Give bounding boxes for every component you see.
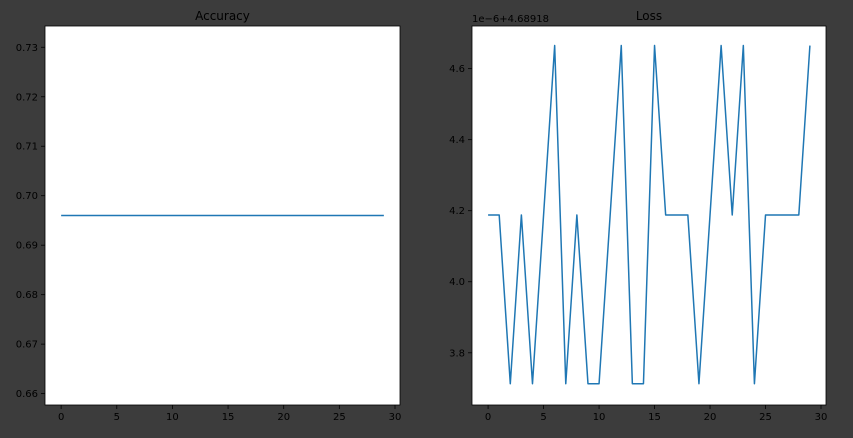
y-tick-label: 3.8 (449, 348, 465, 359)
x-tick-label: 10 (593, 412, 606, 423)
y-tick-label: 0.70 (16, 191, 38, 202)
y-offset-label: 1e−6+4.68918 (472, 14, 549, 25)
y-tick-label: 0.73 (16, 43, 38, 54)
series-line (488, 44, 811, 385)
x-tick-label: 5 (540, 412, 546, 423)
x-tick-label: 0 (58, 412, 64, 423)
y-tick-label: 0.69 (16, 241, 38, 252)
y-tick-label: 4.0 (449, 277, 465, 288)
x-tick-label: 20 (704, 412, 717, 423)
x-tick-label: 25 (333, 412, 346, 423)
y-tick-label: 0.66 (16, 389, 38, 400)
axes-frame (471, 25, 827, 406)
y-tick-label: 4.2 (449, 206, 465, 217)
x-tick-label: 15 (648, 412, 661, 423)
chart-0: Accuracy 0 5 10 15 20 25 30 0.66 0.67 0.68 0.69 0.70… (16, 9, 402, 423)
y-tick-label: 4.6 (449, 64, 465, 75)
x-tick-label: 15 (222, 412, 235, 423)
x-tick-label: 25 (759, 412, 772, 423)
axes-frame (44, 25, 401, 406)
x-tick-label: 5 (114, 412, 120, 423)
x-tick-label: 30 (815, 412, 828, 423)
y-tick-label: 0.72 (16, 92, 38, 103)
y-tick-label: 0.68 (16, 290, 38, 301)
chart-title: Loss (636, 9, 662, 23)
x-tick-label: 0 (485, 412, 491, 423)
x-tick-label: 10 (166, 412, 179, 423)
y-tick-label: 0.67 (16, 340, 38, 351)
y-tick-label: 0.71 (16, 142, 38, 153)
y-tick-label: 4.4 (449, 135, 465, 146)
x-tick-label: 30 (389, 412, 402, 423)
x-tick-label: 20 (277, 412, 290, 423)
chart-1: Loss 0 5 10 15 20 25 30 3.8 4.0 4.2 4.4 4.6 1e−6+4.68… (449, 9, 827, 423)
chart-title: Accuracy (195, 9, 250, 23)
